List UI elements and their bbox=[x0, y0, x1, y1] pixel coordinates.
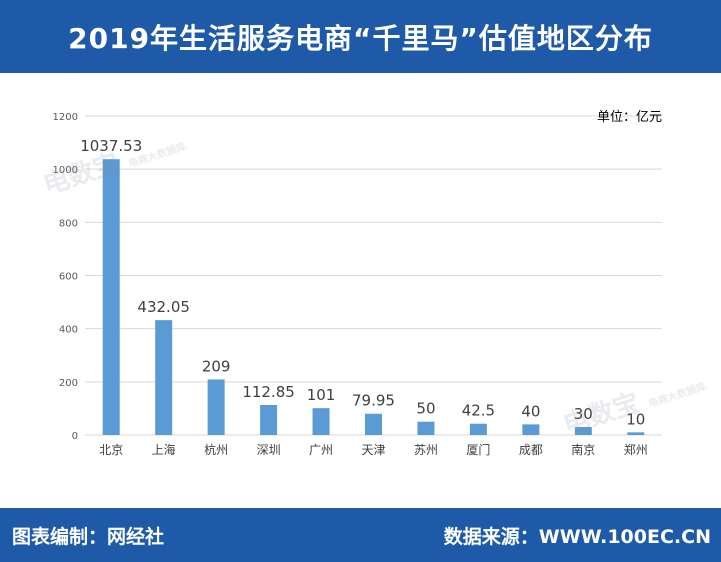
y-tick-label: 600 bbox=[59, 272, 78, 283]
x-tick-label: 南京 bbox=[571, 442, 595, 457]
bar-0 bbox=[102, 159, 120, 435]
x-tick-label: 厦门 bbox=[466, 442, 490, 457]
y-tick-label: 1200 bbox=[53, 112, 78, 123]
chart-title-bar: 2019年生活服务电商“千里马”估值地区分布 bbox=[0, 0, 721, 73]
x-tick-label: 广州 bbox=[309, 443, 333, 457]
x-tick-label: 深圳 bbox=[257, 443, 281, 457]
bar-10 bbox=[627, 432, 645, 435]
data-label: 432.05 bbox=[137, 298, 190, 316]
data-label: 79.95 bbox=[352, 392, 395, 410]
bar-2 bbox=[207, 379, 225, 435]
data-label: 209 bbox=[202, 357, 231, 375]
unit-label: 单位：亿元 bbox=[597, 110, 662, 125]
bar-4 bbox=[312, 408, 330, 435]
y-tick-label: 800 bbox=[59, 218, 78, 229]
footer-bar: 图表编制：网经社 数据来源：WWW.100EC.CN bbox=[0, 508, 721, 562]
data-label: 30 bbox=[574, 405, 593, 423]
footer-source: 数据来源：WWW.100EC.CN bbox=[443, 526, 711, 548]
x-tick-label: 上海 bbox=[152, 442, 176, 457]
y-tick-label: 1000 bbox=[53, 165, 78, 176]
bar-1 bbox=[155, 320, 173, 435]
data-label: 50 bbox=[416, 400, 435, 418]
x-tick-label: 杭州 bbox=[204, 442, 228, 457]
bar-7 bbox=[469, 423, 487, 435]
y-tick-label: 0 bbox=[72, 431, 78, 442]
bar-3 bbox=[260, 405, 278, 435]
x-tick-label: 北京 bbox=[99, 443, 123, 457]
bar-chart: 0 200 400 600 800 1000 1200 单位：亿元 1037.53 北京 432.0… bbox=[53, 110, 662, 457]
data-label: 1037.53 bbox=[80, 137, 142, 155]
x-tick-label: 成都 bbox=[519, 443, 543, 457]
bar-9 bbox=[574, 427, 592, 435]
data-label: 40 bbox=[521, 402, 540, 420]
y-tick-label: 200 bbox=[59, 378, 78, 389]
data-label: 10 bbox=[626, 410, 645, 428]
data-label: 42.5 bbox=[462, 402, 495, 420]
x-tick-label: 苏州 bbox=[414, 443, 438, 457]
footer-credit: 图表编制：网经社 bbox=[12, 526, 165, 548]
data-label: 101 bbox=[307, 386, 336, 404]
y-tick-label: 400 bbox=[59, 325, 78, 336]
bar-5 bbox=[365, 413, 382, 435]
data-label: 112.85 bbox=[242, 383, 295, 401]
chart-area: 电数宝 电商大数据库 电数宝 电商大数据库 0 200 400 600 800 1000 1… bbox=[0, 73, 721, 508]
chart-title: 2019年生活服务电商“千里马”估值地区分布 bbox=[68, 21, 653, 55]
x-tick-label: 郑州 bbox=[624, 442, 648, 457]
bar-8 bbox=[522, 424, 540, 435]
x-tick-label: 天津 bbox=[361, 443, 385, 457]
bar-6 bbox=[417, 421, 435, 435]
